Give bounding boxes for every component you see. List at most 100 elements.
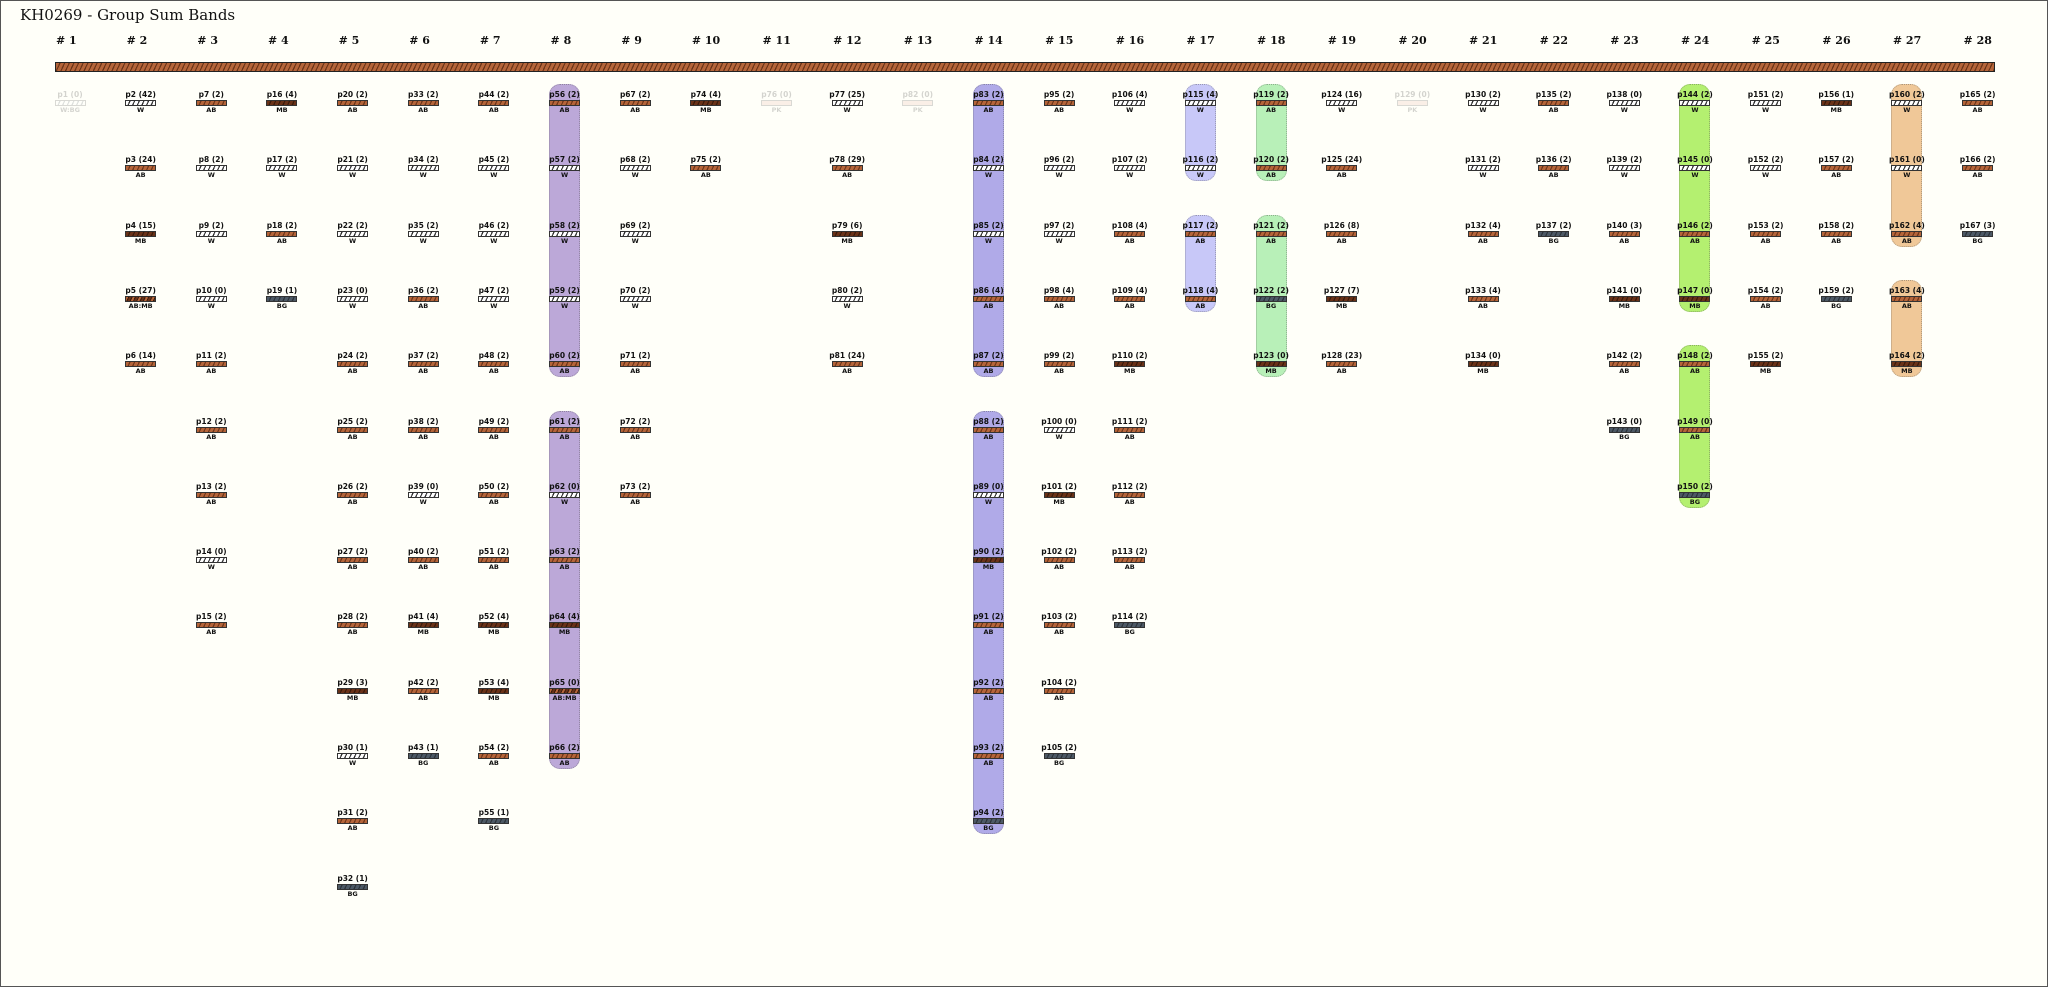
band-code: PK [912, 106, 923, 114]
band-code: AB [418, 367, 429, 376]
band-bar [549, 100, 581, 106]
band-code: MB [1335, 301, 1348, 310]
band-label: p19 (1) [266, 285, 298, 295]
top-summary-bar [55, 62, 1995, 72]
band-code: AB [1478, 236, 1488, 245]
band-code: AB [1266, 236, 1277, 245]
band-label: p46 (2) [478, 220, 510, 230]
band-code: AB [1901, 301, 1912, 310]
band-bar [1396, 100, 1428, 106]
band-bar [1750, 100, 1782, 106]
band-bar [1184, 295, 1216, 302]
band-bar [1114, 622, 1146, 629]
band-label: p136 (2) [1535, 155, 1572, 165]
band-bar [1467, 165, 1499, 172]
band-label: p104 (2) [1041, 677, 1077, 687]
band-bar [195, 557, 227, 564]
band-code: MB [558, 628, 571, 637]
band-label: p42 (2) [408, 677, 439, 687]
band-label: p6 (14) [125, 351, 156, 361]
band-code: AB [1831, 171, 1842, 180]
band-bar [266, 295, 298, 302]
band-code: BG [276, 301, 288, 310]
band-bar [1114, 165, 1146, 172]
band-code: AB [1619, 367, 1630, 376]
band-code: W [419, 236, 427, 245]
band-code: AB [276, 236, 287, 245]
band-code: MB [1477, 367, 1489, 376]
band-label: p146 (2) [1677, 220, 1713, 230]
band-code: MB [346, 693, 359, 702]
band-label: p1 (0) [57, 90, 83, 99]
band-label: p94 (2) [973, 808, 1004, 818]
band-code: W [631, 301, 639, 310]
column-header: # 9 [621, 34, 642, 47]
band-bar [549, 426, 581, 433]
band-code: AB [630, 497, 641, 506]
band-label: p50 (2) [478, 481, 510, 491]
band-bar [1043, 426, 1075, 433]
band-bar [1608, 165, 1640, 172]
band-label: p93 (2) [973, 743, 1004, 752]
band-code: BG [418, 759, 429, 767]
band-bar [195, 622, 227, 629]
band-label: p35 (2) [408, 220, 439, 230]
band-label: p116 (2) [1182, 155, 1219, 165]
band-code: AB [1548, 106, 1559, 114]
band-label: p119 (2) [1253, 90, 1289, 99]
band-bar [619, 165, 651, 172]
band-label: p82 (0) [902, 90, 934, 99]
band-label: p71 (2) [619, 351, 651, 361]
band-bar [407, 165, 439, 172]
band-bar [1891, 165, 1923, 172]
band-bar [1114, 100, 1146, 106]
band-label: p165 (2) [1959, 90, 1996, 99]
group-band [1679, 345, 1711, 508]
column-header: # 20 [1398, 34, 1427, 47]
band-code: AB [559, 432, 570, 441]
band-code: AB:MB [552, 693, 577, 702]
band-label: p154 (2) [1747, 285, 1784, 295]
band-label: p53 (4) [478, 677, 510, 687]
band-code: AB [1124, 432, 1135, 441]
column-header: # 1 [56, 34, 77, 47]
band-label: p85 (2) [973, 220, 1004, 230]
band-label: p157 (2) [1818, 155, 1855, 165]
band-code: W [560, 497, 569, 506]
band-label: p118 (4) [1182, 285, 1219, 295]
band-label: p100 (0) [1041, 416, 1077, 426]
band-bar [1326, 361, 1358, 368]
band-label: p99 (2) [1043, 351, 1075, 361]
band-label: p18 (2) [266, 220, 298, 230]
band-bar [690, 100, 722, 106]
band-bar [972, 687, 1004, 694]
band-label: p5 (27) [125, 285, 156, 295]
band-bar [1467, 295, 1499, 302]
band-label: p21 (2) [337, 155, 368, 165]
band-label: p133 (4) [1465, 285, 1501, 295]
band-label: p96 (2) [1043, 155, 1075, 165]
band-code: AB [983, 759, 994, 767]
band-bar [195, 361, 227, 368]
band-label: p49 (2) [478, 416, 510, 426]
band-label: p22 (2) [337, 220, 368, 230]
band-bar [1608, 426, 1640, 433]
band-code: BG [1619, 432, 1630, 441]
band-label: p153 (2) [1747, 220, 1784, 230]
band-code: AB:MB [128, 301, 153, 310]
band-label: p110 (2) [1111, 351, 1148, 361]
band-label: p57 (2) [549, 155, 580, 165]
band-label: p151 (2) [1747, 90, 1784, 99]
band-label: p139 (2) [1606, 155, 1643, 165]
band-code: AB [1972, 171, 1983, 180]
band-bar [1608, 100, 1640, 106]
band-code: W [349, 301, 357, 310]
band-bar [195, 165, 227, 172]
band-bar [1114, 295, 1146, 302]
band-code: W [560, 301, 569, 310]
band-code: W [984, 497, 993, 506]
band-label: p126 (8) [1323, 220, 1360, 230]
band-code: AB [1054, 367, 1065, 376]
band-label: p25 (2) [337, 416, 368, 426]
band-bar [1608, 361, 1640, 368]
